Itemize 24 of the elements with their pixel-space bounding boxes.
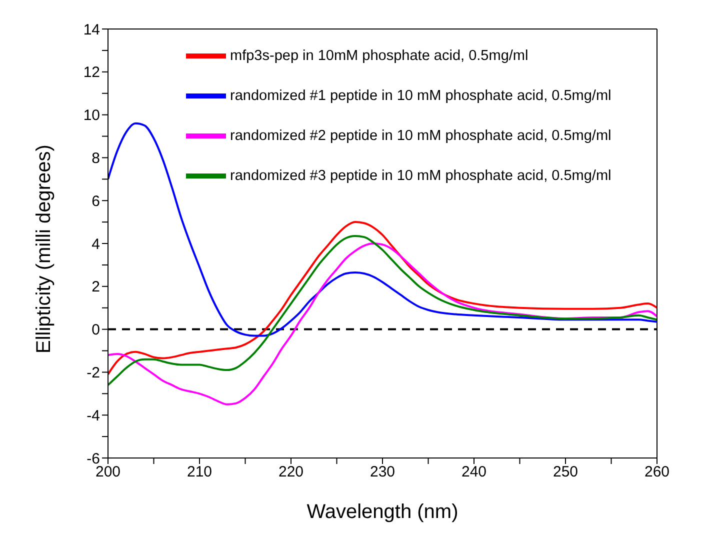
y-tick-label: 10 [83, 107, 100, 124]
y-tick-label: -2 [86, 364, 100, 382]
x-tick-label: 250 [552, 464, 578, 481]
x-tick-label: 260 [644, 464, 670, 481]
legend-label: randomized #1 peptide in 10 mM phosphate acid, 0.5mg/ml [230, 88, 612, 104]
x-tick-label: 240 [461, 464, 487, 481]
x-tick-label: 230 [370, 464, 396, 481]
line-series [108, 242, 657, 406]
y-tick-label: 6 [92, 192, 100, 210]
y-tick-label: 0 [92, 322, 100, 339]
y-axis-title: Ellipticity (milli degrees) [33, 144, 56, 354]
y-tick-label: -4 [86, 407, 100, 424]
y-tick-label: 12 [83, 64, 100, 82]
y-tick-label: 4 [92, 236, 100, 253]
legend-label: randomized #2 peptide in 10 mM phosphate acid, 0.5mg/ml [230, 128, 612, 144]
x-axis-title: Wavelength (nm) [306, 501, 458, 523]
legend-label: mfp3s-pep in 10mM phosphate acid, 0.5mg/ml [230, 48, 528, 64]
x-tick-label: 210 [186, 464, 212, 481]
legend-label: randomized #3 peptide in 10 mM phosphate acid, 0.5mg/ml [230, 168, 612, 184]
y-tick-label: 14 [83, 21, 100, 38]
y-tick-label: 8 [92, 150, 100, 168]
line-series [108, 122, 657, 337]
x-tick-label: 220 [278, 464, 304, 481]
y-tick-label: 2 [92, 278, 100, 296]
